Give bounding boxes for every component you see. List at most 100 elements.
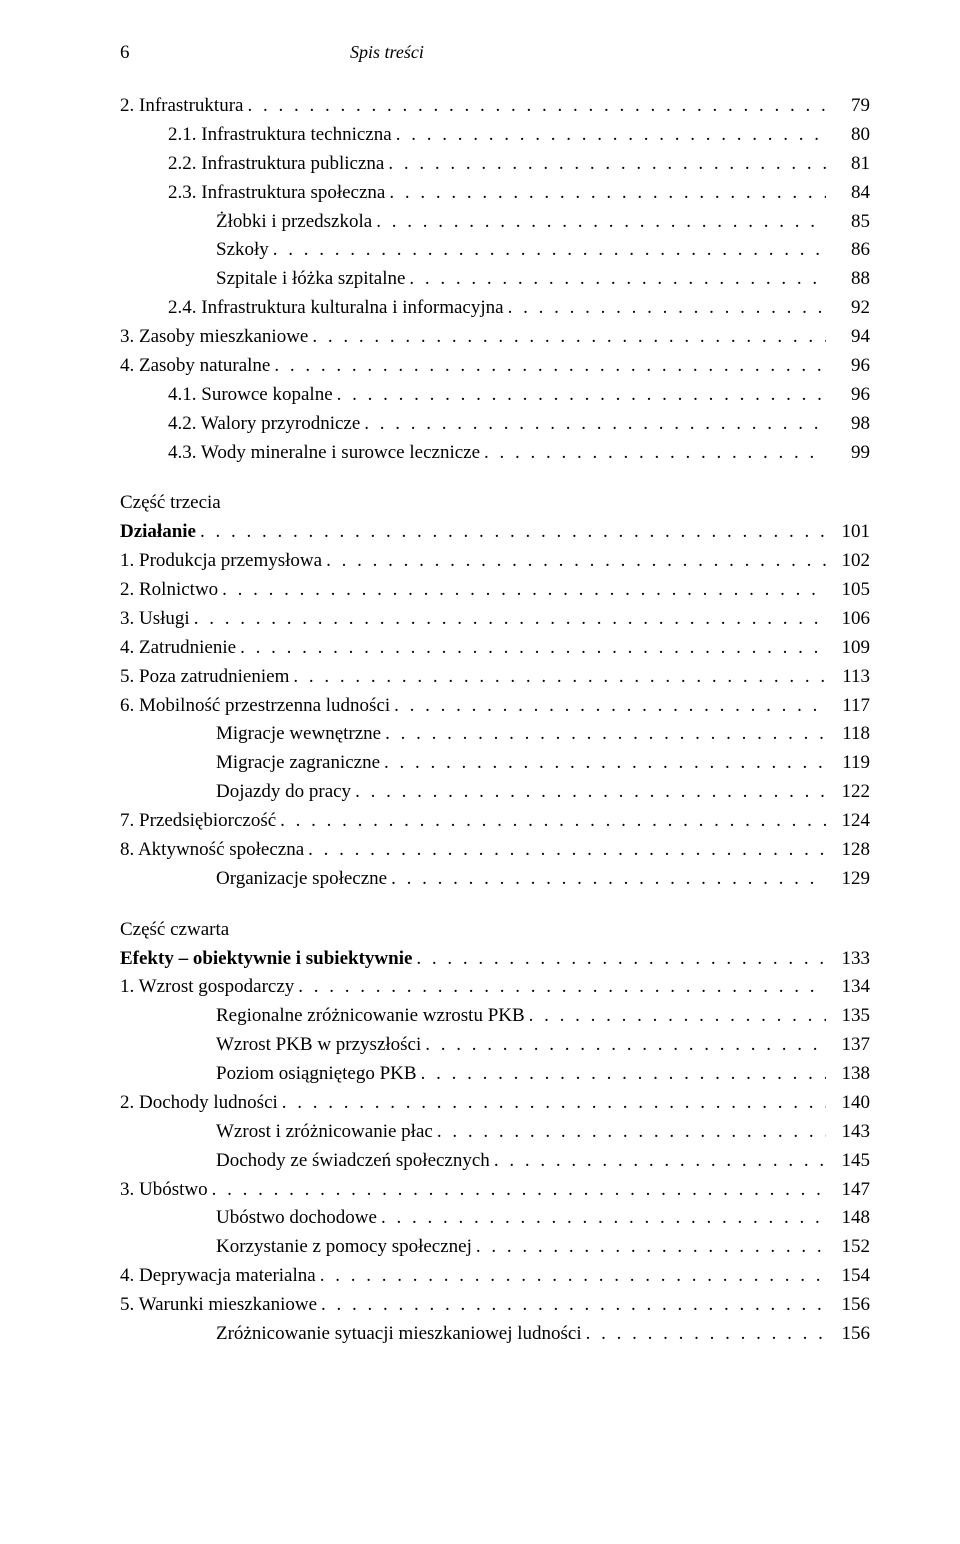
toc-line: 8. Aktywność społeczna128 <box>120 836 870 865</box>
toc-label: 4. Zatrudnienie <box>120 634 236 663</box>
toc-page: 99 <box>830 439 870 468</box>
section-title-line: Działanie 101 <box>120 518 870 547</box>
toc-dots <box>326 547 826 576</box>
toc-page: 109 <box>830 634 870 663</box>
toc-label: 3. Ubóstwo <box>120 1176 208 1205</box>
toc-dots <box>274 352 826 381</box>
toc-label: Efekty – obiektywnie i subiektywnie <box>120 945 412 974</box>
toc-dots <box>529 1002 826 1031</box>
toc-dots <box>385 720 826 749</box>
section-four: Część czwarta Efekty – obiektywnie i sub… <box>120 916 870 1349</box>
section-heading: Część trzecia <box>120 489 870 518</box>
toc-dots <box>321 1291 826 1320</box>
toc-line: 2. Rolnictwo 105 <box>120 576 870 605</box>
toc-page: 137 <box>830 1031 870 1060</box>
toc-dots <box>240 634 826 663</box>
toc-line: 4.1. Surowce kopalne96 <box>120 381 870 410</box>
toc-line: Wzrost PKB w przyszłości137 <box>120 1031 870 1060</box>
toc-label: Dojazdy do pracy <box>216 778 351 807</box>
toc-page: 119 <box>830 749 870 778</box>
toc-page: 101 <box>830 518 870 547</box>
toc-page: 118 <box>830 720 870 749</box>
toc-line: 3. Ubóstwo147 <box>120 1176 870 1205</box>
toc-dots <box>384 749 826 778</box>
toc-line: 2.2. Infrastruktura publiczna81 <box>120 150 870 179</box>
toc-page: 129 <box>830 865 870 894</box>
toc-dots <box>586 1320 826 1349</box>
toc-line: 1. Wzrost gospodarczy134 <box>120 973 870 1002</box>
toc-dots <box>298 973 826 1002</box>
toc-dots <box>280 807 826 836</box>
toc-page: 84 <box>830 179 870 208</box>
toc-label: 4. Zasoby naturalne <box>120 352 270 381</box>
toc-line: Zróżnicowanie sytuacji mieszkaniowej lud… <box>120 1320 870 1349</box>
toc-line: 5. Warunki mieszkaniowe156 <box>120 1291 870 1320</box>
toc-label: 2. Rolnictwo <box>120 576 218 605</box>
toc-line: 3. Usługi106 <box>120 605 870 634</box>
toc-page: 135 <box>830 1002 870 1031</box>
toc-page: 156 <box>830 1320 870 1349</box>
toc-dots <box>355 778 826 807</box>
toc-block-main: 2. Infrastruktura792.1. Infrastruktura t… <box>120 92 870 467</box>
toc-dots <box>293 663 826 692</box>
toc-line: 5. Poza zatrudnieniem113 <box>120 663 870 692</box>
toc-label: 3. Zasoby mieszkaniowe <box>120 323 308 352</box>
toc-dots <box>337 381 826 410</box>
toc-dots <box>247 92 826 121</box>
toc-page: 102 <box>830 547 870 576</box>
toc-label: Zróżnicowanie sytuacji mieszkaniowej lud… <box>216 1320 582 1349</box>
toc-dots <box>484 439 826 468</box>
toc-page: 133 <box>830 945 870 974</box>
toc-label: Ubóstwo dochodowe <box>216 1204 377 1233</box>
toc-line: 2.4. Infrastruktura kulturalna i informa… <box>120 294 870 323</box>
toc-line: Migracje zagraniczne119 <box>120 749 870 778</box>
toc-page: 98 <box>830 410 870 439</box>
toc-line: Ubóstwo dochodowe148 <box>120 1204 870 1233</box>
toc-page: 92 <box>830 294 870 323</box>
toc-line: Regionalne zróżnicowanie wzrostu PKB 135 <box>120 1002 870 1031</box>
toc-line: Żłobki i przedszkola85 <box>120 208 870 237</box>
toc-dots <box>273 236 826 265</box>
toc-page: 145 <box>830 1147 870 1176</box>
toc-page: 143 <box>830 1118 870 1147</box>
toc-page: 80 <box>830 121 870 150</box>
toc-dots <box>389 179 826 208</box>
toc-label: 4.1. Surowce kopalne <box>168 381 333 410</box>
toc-page: 81 <box>830 150 870 179</box>
toc-page: 96 <box>830 352 870 381</box>
toc-label: 4. Deprywacja materialna <box>120 1262 316 1291</box>
toc-dots <box>282 1089 826 1118</box>
toc-label: Dochody ze świadczeń społecznych <box>216 1147 490 1176</box>
toc-line: 2. Dochody ludności140 <box>120 1089 870 1118</box>
toc-dots <box>494 1147 826 1176</box>
toc-page: 113 <box>830 663 870 692</box>
toc-page: 122 <box>830 778 870 807</box>
toc-line: Migracje wewnętrzne118 <box>120 720 870 749</box>
toc-block-section4: 1. Wzrost gospodarczy134Regionalne zróżn… <box>120 973 870 1348</box>
toc-label: 1. Wzrost gospodarczy <box>120 973 294 1002</box>
toc-label: Wzrost i zróżnicowanie płac <box>216 1118 433 1147</box>
toc-line: Szpitale i łóżka szpitalne88 <box>120 265 870 294</box>
toc-line: Szkoły86 <box>120 236 870 265</box>
toc-label: 2. Dochody ludności <box>120 1089 278 1118</box>
toc-line: 2.3. Infrastruktura społeczna84 <box>120 179 870 208</box>
toc-line: Wzrost i zróżnicowanie płac 143 <box>120 1118 870 1147</box>
toc-page: 94 <box>830 323 870 352</box>
toc-label: 4.3. Wody mineralne i surowce lecznicze <box>168 439 480 468</box>
toc-dots <box>394 692 826 721</box>
toc-line: Organizacje społeczne129 <box>120 865 870 894</box>
toc-label: 6. Mobilność przestrzenna ludności <box>120 692 390 721</box>
toc-page: 152 <box>830 1233 870 1262</box>
toc-dots <box>437 1118 826 1147</box>
section-title-line: Efekty – obiektywnie i subiektywnie 133 <box>120 945 870 974</box>
page-header: 6 Spis treści <box>120 42 870 64</box>
toc-page: 85 <box>830 208 870 237</box>
toc-line: 4. Zasoby naturalne 96 <box>120 352 870 381</box>
toc-label: Regionalne zróżnicowanie wzrostu PKB <box>216 1002 525 1031</box>
toc-label: Korzystanie z pomocy społecznej <box>216 1233 472 1262</box>
toc-dots <box>200 518 826 547</box>
page-number: 6 <box>120 42 350 64</box>
toc-dots <box>320 1262 826 1291</box>
toc-line: Dojazdy do pracy 122 <box>120 778 870 807</box>
toc-page: 105 <box>830 576 870 605</box>
